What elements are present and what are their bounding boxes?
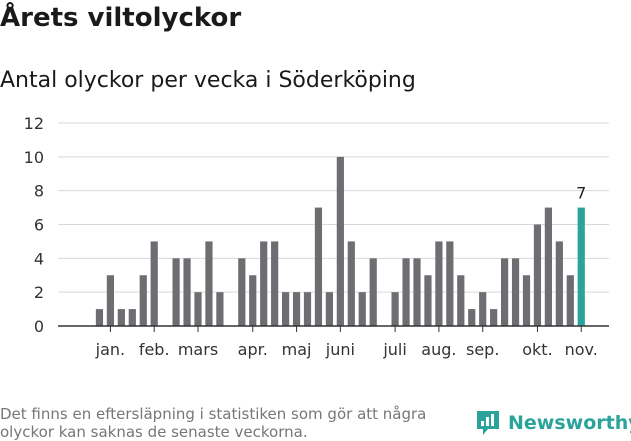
bar — [479, 292, 487, 326]
y-tick-label: 6 — [34, 216, 44, 235]
y-tick-label: 0 — [34, 317, 44, 336]
bar — [216, 292, 224, 326]
bar — [314, 207, 323, 326]
brand-name: Newsworthy — [508, 412, 631, 434]
bar — [172, 258, 180, 326]
bar — [336, 156, 344, 326]
bar — [271, 241, 279, 326]
bar — [424, 275, 432, 326]
newsworthy-icon — [477, 411, 499, 435]
x-tick-label: aug. — [421, 340, 456, 359]
chart-subtitle: Antal olyckor per vecka i Söderköping — [0, 68, 416, 93]
bar — [249, 275, 257, 326]
bar — [566, 275, 574, 326]
bar — [183, 258, 191, 326]
bar — [413, 258, 421, 326]
bar — [457, 275, 465, 326]
bar — [533, 224, 542, 326]
x-tick-label: mars — [178, 340, 218, 359]
bar — [139, 275, 147, 326]
bar — [260, 241, 268, 326]
x-tick-label: jan. — [95, 340, 125, 359]
chart-title: Årets viltolyckor — [0, 3, 242, 33]
bar — [347, 241, 355, 326]
bar — [501, 258, 509, 326]
bar — [468, 309, 476, 326]
footnote: Det finns en eftersläpning i statistiken… — [0, 405, 427, 441]
bar — [292, 292, 301, 326]
bar-chart: 0 2 4 6 8 10 12 jan. feb. mars apr. maj juni juli aug.… — [24, 114, 609, 359]
x-tick-label: maj — [282, 340, 312, 359]
x-tick-label: juni — [325, 340, 355, 359]
bar — [511, 258, 520, 326]
x-tick-label: okt. — [522, 340, 552, 359]
bar-highlight — [577, 207, 585, 326]
bar — [282, 292, 290, 326]
bar — [446, 241, 454, 326]
bar — [194, 292, 202, 326]
bar — [95, 309, 104, 326]
bar — [238, 258, 246, 326]
x-tick-label: apr. — [238, 340, 268, 359]
x-tick-label: sep. — [466, 340, 499, 359]
bar — [325, 292, 333, 326]
bar — [205, 241, 213, 326]
bar — [402, 258, 410, 326]
bar — [544, 207, 552, 326]
bar — [391, 292, 399, 326]
bar — [303, 292, 312, 326]
bar — [128, 309, 136, 326]
y-tick-label: 8 — [34, 182, 44, 201]
bar — [358, 292, 366, 326]
bar — [522, 275, 531, 326]
x-tick-label: feb. — [139, 340, 170, 359]
data-label: 7 — [576, 184, 586, 203]
x-tick-label: nov. — [565, 340, 598, 359]
y-tick-label: 4 — [34, 249, 44, 268]
bar — [150, 241, 158, 326]
bar — [490, 309, 498, 326]
bar — [555, 241, 563, 326]
bar — [435, 241, 443, 326]
bar — [117, 309, 125, 326]
newsworthy-logo: Newsworthy — [475, 407, 631, 439]
bar — [106, 275, 114, 326]
y-tick-label: 12 — [24, 114, 44, 133]
y-tick-label: 2 — [34, 283, 44, 302]
y-tick-label: 10 — [24, 148, 44, 167]
bar — [369, 258, 377, 326]
x-tick-label: juli — [382, 340, 406, 359]
